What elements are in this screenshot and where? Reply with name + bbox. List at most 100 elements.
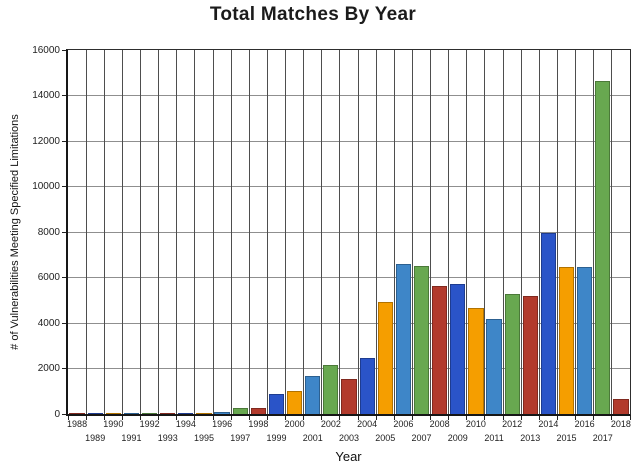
y-tick	[62, 413, 66, 415]
v-gridline	[411, 50, 413, 414]
v-gridline	[285, 50, 287, 414]
x-tick-label-2008: 2008	[429, 419, 450, 429]
x-tick-label-1988: 1988	[67, 419, 88, 429]
x-tick-label-2014: 2014	[538, 419, 559, 429]
bar-1996	[214, 412, 230, 414]
x-tick	[67, 416, 69, 420]
x-tick-label-2018: 2018	[610, 419, 631, 429]
x-tick	[393, 416, 395, 420]
x-tick	[375, 416, 377, 420]
v-gridline	[85, 50, 87, 414]
x-tick-label-1998: 1998	[248, 419, 269, 429]
bar-2007	[413, 265, 430, 414]
y-tick-label-16000: 16000	[32, 44, 60, 56]
y-tick-label-0: 0	[54, 408, 60, 420]
v-gridline	[430, 50, 432, 414]
h-gridline-6000	[68, 277, 630, 278]
x-tick	[556, 416, 558, 420]
bar-2001	[305, 375, 321, 414]
x-tick-label-1992: 1992	[139, 419, 160, 429]
h-gridline-14000	[68, 95, 630, 96]
h-gridline-10000	[68, 186, 630, 187]
x-tick	[484, 416, 486, 420]
y-tick	[62, 322, 66, 324]
y-tick	[62, 277, 66, 278]
v-gridline	[321, 50, 323, 414]
x-tick-label-2015: 2015	[556, 433, 577, 443]
bar-1988	[69, 413, 85, 414]
bar-2014	[540, 233, 557, 414]
x-tick-label-1994: 1994	[175, 419, 196, 429]
v-gridline	[140, 50, 142, 414]
x-tick-label-1996: 1996	[212, 419, 233, 429]
x-tick-label-2012: 2012	[502, 419, 523, 429]
y-tick	[62, 95, 66, 96]
v-gridline	[212, 50, 214, 414]
h-gridline-8000	[68, 231, 630, 233]
v-gridline	[484, 50, 486, 414]
y-tick	[62, 186, 66, 187]
x-tick	[285, 416, 287, 420]
v-gridline	[121, 50, 123, 414]
x-tick-label-2004: 2004	[357, 419, 378, 429]
bar-1998	[250, 408, 266, 414]
x-tick	[266, 416, 268, 420]
v-gridline	[593, 50, 595, 414]
bar-1999	[268, 393, 285, 414]
v-gridline	[339, 50, 341, 414]
h-gridline-4000	[68, 322, 630, 324]
x-tick-label-2001: 2001	[302, 433, 323, 443]
x-tick	[339, 416, 341, 420]
x-tick	[321, 416, 323, 420]
x-tick	[502, 416, 504, 420]
bar-1993	[160, 413, 176, 414]
bar-1997	[232, 408, 248, 414]
x-tick-label-2006: 2006	[393, 419, 414, 429]
x-tick	[212, 416, 214, 420]
x-tick-label-2003: 2003	[338, 433, 360, 443]
h-gridline-12000	[68, 140, 630, 142]
y-tick-label-14000: 14000	[32, 90, 60, 101]
x-tick-label-1993: 1993	[157, 433, 178, 443]
h-gridline-2000	[68, 368, 630, 369]
bar-2005	[377, 301, 393, 414]
v-gridline	[303, 50, 305, 414]
bar-2012	[504, 293, 520, 414]
bar-2015	[558, 266, 575, 414]
y-tick	[62, 231, 66, 233]
y-tick	[62, 368, 66, 369]
bar-2004	[359, 358, 375, 414]
x-tick-label-2002: 2002	[320, 419, 341, 429]
y-tick-label-6000: 6000	[37, 272, 60, 283]
v-gridline	[393, 50, 395, 414]
x-tick	[140, 416, 142, 420]
bar-1994	[178, 413, 194, 414]
y-tick-label-12000: 12000	[32, 135, 60, 147]
bar-1989	[87, 413, 103, 414]
v-gridline	[448, 50, 450, 414]
x-axis-title: Year	[335, 449, 362, 464]
x-tick-label-2000: 2000	[284, 419, 305, 429]
bar-1995	[196, 413, 212, 414]
bar-2016	[577, 267, 593, 414]
v-gridline	[611, 50, 613, 414]
x-tick-label-1999: 1999	[266, 433, 287, 443]
chart-title: Total Matches By Year	[209, 4, 417, 25]
bar-2000	[286, 390, 303, 414]
x-tick	[629, 416, 631, 420]
v-gridline	[466, 50, 468, 414]
y-tick-label-2000: 2000	[37, 363, 60, 374]
bar-2002	[323, 364, 339, 414]
x-tick	[230, 416, 232, 420]
x-tick	[103, 416, 105, 420]
x-tick	[303, 416, 305, 420]
x-tick	[85, 416, 87, 420]
x-tick	[520, 416, 522, 420]
x-tick-label-2016: 2016	[574, 419, 595, 429]
x-tick	[121, 416, 123, 420]
x-tick-label-1995: 1995	[193, 433, 214, 443]
v-gridline	[266, 50, 268, 414]
x-tick-label-2017: 2017	[592, 433, 613, 443]
x-tick-label-2005: 2005	[375, 433, 396, 443]
x-tick	[448, 416, 450, 420]
